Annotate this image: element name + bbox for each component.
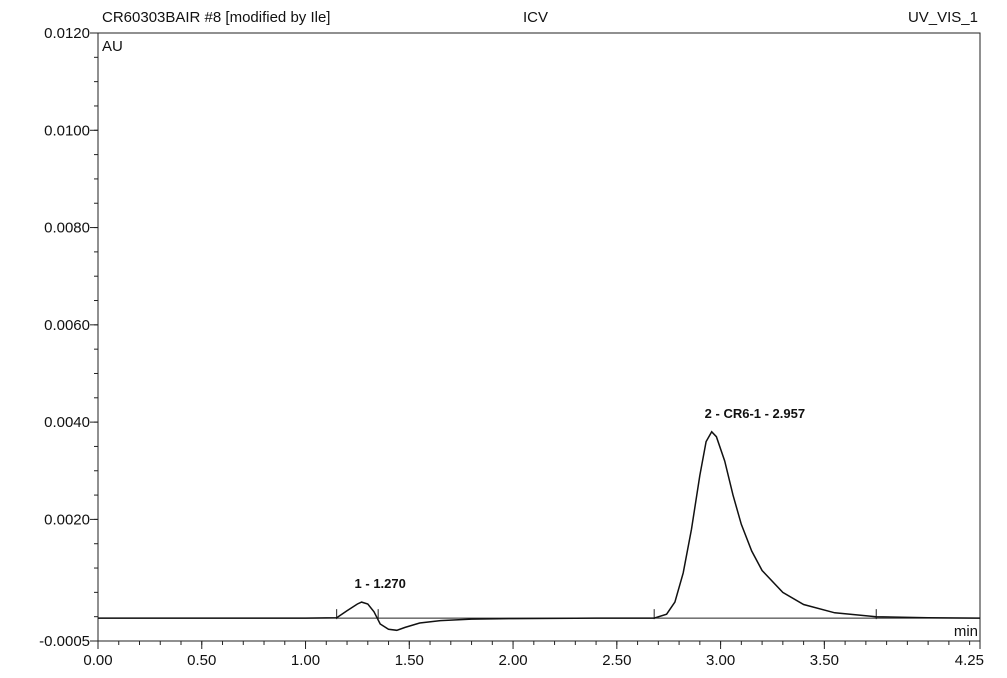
peak-label: 2 - CR6-1 - 2.957 (705, 406, 805, 421)
y-tick-label: 0.0080 (44, 220, 90, 237)
x-tick-label: 0.50 (187, 652, 216, 669)
chromatogram-trace (98, 430, 981, 632)
x-tick-label: 0.00 (83, 652, 112, 669)
sample-name-label: CR60303BAIR #8 [modified by Ile] (102, 9, 330, 26)
y-tick-label: 0.0120 (44, 25, 90, 42)
peak-labels: 1 - 1.270 2 - CR6-1 - 2.957 (355, 406, 806, 591)
x-tick-label: 4.25 (955, 652, 984, 669)
chart-header: CR60303BAIR #8 [modified by Ile] ICV UV_… (102, 9, 978, 26)
y-tick-label: -0.0005 (39, 633, 90, 650)
x-tick-label: 1.00 (291, 652, 320, 669)
x-tick-label: 2.50 (602, 652, 631, 669)
y-tick-label: 0.0100 (44, 122, 90, 139)
y-tick-label: 0.0060 (44, 317, 90, 334)
x-axis: 0.00 0.50 1.00 1.50 2.00 2.50 3.00 3.50 4.25 (83, 641, 984, 669)
x-tick-label: 3.00 (706, 652, 735, 669)
x-tick-label: 1.50 (395, 652, 424, 669)
y-axis: -0.0005 0.0020 0.0040 0.0060 0.0080 0.0100 0.0… (39, 25, 98, 650)
plot-frame (97, 32, 981, 642)
y-tick-label: 0.0020 (44, 511, 90, 528)
x-tick-label: 2.00 (498, 652, 527, 669)
channel-label: UV_VIS_1 (908, 9, 978, 26)
y-tick-label: 0.0040 (44, 414, 90, 431)
x-tick-label: 3.50 (810, 652, 839, 669)
y-axis-unit-label: AU (102, 38, 123, 55)
peak-label: 1 - 1.270 (355, 576, 406, 591)
method-label: ICV (523, 9, 548, 26)
x-axis-unit-label: min (954, 623, 978, 640)
